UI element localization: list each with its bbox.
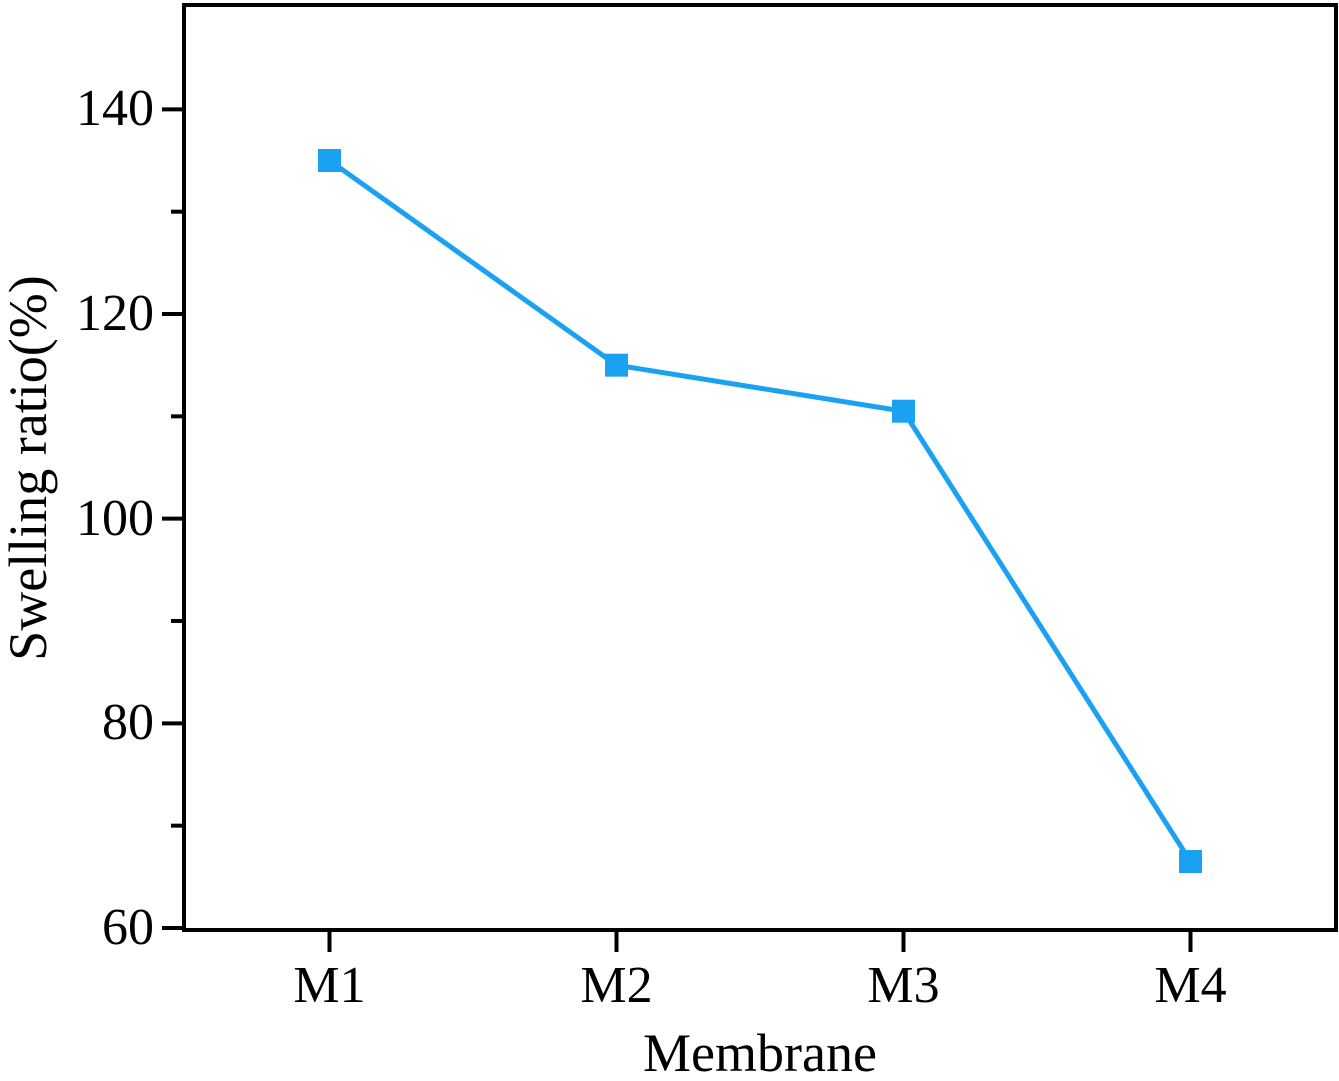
y-tick-label: 80 [102,694,154,752]
x-tick-label: M3 [867,957,940,1014]
series-line [328,158,1193,863]
x-axis-title: Membrane [643,1023,877,1081]
data-point-marker [892,399,915,423]
x-tick-label: M1 [293,957,366,1014]
y-tick-label: 140 [76,80,154,138]
x-tick-label: M2 [580,957,653,1014]
axes-frame [182,3,1338,932]
y-tick-label: 120 [76,285,154,342]
data-point-marker [318,149,341,172]
y-axis-title: Swelling ratio(%) [0,275,58,661]
data-point-marker [605,353,628,377]
x-tick-label: M4 [1154,957,1227,1014]
y-tick-label: 100 [76,489,154,547]
y-tick-label: 60 [102,899,154,956]
data-point-marker [1179,849,1202,873]
